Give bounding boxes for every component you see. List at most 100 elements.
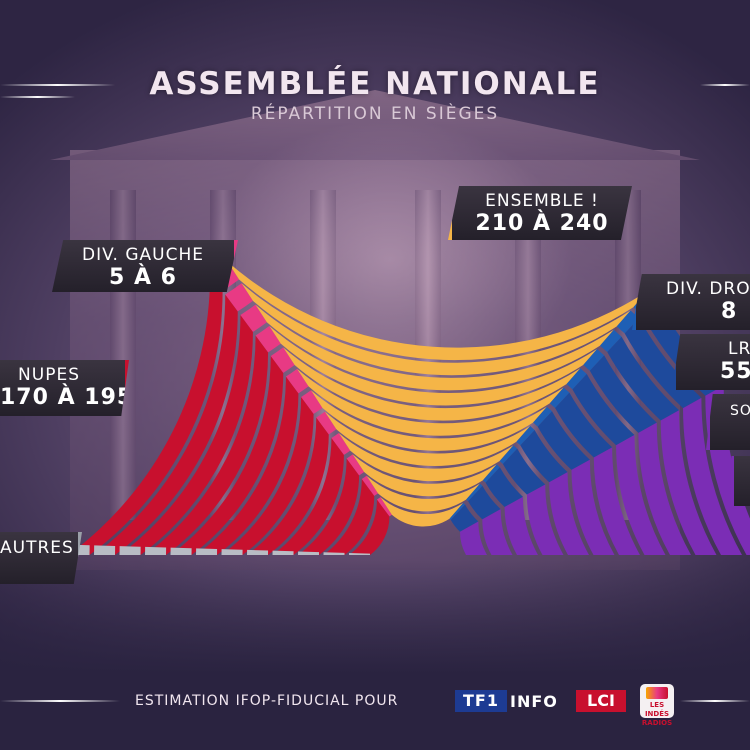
seats-div-gauche — [331, 432, 351, 455]
les-indes-radios-logo: LES INDÉS RADIOS — [640, 684, 674, 727]
seats-autres — [119, 546, 141, 555]
seats-nupes — [119, 315, 253, 555]
seats-ensemble — [310, 390, 547, 451]
label-div-droite: DIV. DROITE 8 — [632, 274, 750, 330]
seats-div-gauche — [361, 475, 378, 496]
seats-div-droite — [600, 329, 622, 353]
label-other-name: SO — [730, 403, 750, 419]
seats-ensemble — [324, 411, 531, 466]
seats-ensemble — [255, 304, 614, 391]
seats-div-gauche — [240, 304, 267, 332]
les-indes-radios-text: LES INDÉS RADIOS — [641, 701, 673, 727]
seats-ensemble — [352, 454, 497, 497]
seats-autres — [272, 550, 294, 555]
seats-div-droite — [449, 502, 466, 520]
seats-lr — [537, 411, 590, 470]
seats-lr — [502, 448, 546, 495]
seats-lr — [607, 336, 680, 421]
label-ensemble-value: 210 À 240 — [475, 211, 609, 236]
label-autres: AUTRES — [0, 532, 82, 584]
footer-source: ESTIMATION IFOP-FIDUCIAL POUR — [135, 693, 399, 709]
seats-ensemble — [297, 368, 564, 436]
seats-div-droite — [482, 464, 500, 483]
info-logo: INFO — [510, 692, 558, 711]
seats-rn — [571, 459, 615, 555]
label-div-gauche-value: 5 À 6 — [109, 265, 177, 290]
label-div-droite-name: DIV. DROITE — [666, 279, 750, 299]
seats-nupes — [298, 458, 360, 555]
radio-waveform-icon — [646, 687, 668, 699]
seats-lr — [485, 467, 523, 508]
seats-rn — [526, 484, 564, 555]
footer-decoration-right — [680, 700, 750, 702]
label-lr-value: 55 — [720, 359, 750, 384]
seats-rn — [660, 410, 717, 555]
label-div-gauche-name: DIV. GAUCHE — [82, 245, 204, 265]
label-nupes-value: 170 À 195 — [0, 385, 134, 410]
seats-div-droite — [616, 310, 639, 334]
seats-rn — [459, 521, 487, 555]
seats-autres — [145, 546, 167, 555]
seats-rn — [504, 496, 538, 555]
label-lr-name: LR — [728, 339, 750, 359]
seats-rn — [593, 447, 640, 555]
seats-autres — [221, 549, 243, 555]
label-div-gauche: DIV. GAUCHE 5 À 6 — [52, 240, 238, 292]
page-title: ASSEMBLÉE NATIONALE — [149, 66, 601, 102]
seats-autres — [349, 552, 371, 555]
seats-div-gauche — [301, 390, 323, 414]
seats-div-droite — [583, 348, 605, 371]
seats-lr — [572, 373, 635, 446]
seats-div-droite — [549, 387, 570, 408]
label-lr: LR 55 — [672, 334, 750, 390]
seats-div-gauche — [376, 497, 392, 517]
seats-nupes — [323, 479, 375, 555]
seats-div-droite — [533, 406, 553, 427]
seats-lr — [450, 504, 479, 532]
seats-rn — [549, 472, 589, 555]
label-ensemble: ENSEMBLE ! 210 À 240 — [448, 186, 632, 240]
title-decoration-right — [700, 84, 750, 86]
seats-div-droite — [516, 425, 535, 446]
seats-ensemble — [269, 326, 598, 406]
title-decoration-left — [0, 84, 115, 86]
seats-ensemble — [241, 283, 631, 376]
seats-nupes — [349, 499, 390, 555]
label-other: SO — [706, 394, 750, 450]
seats-nupes — [272, 438, 344, 555]
label-nupes-name: NUPES — [18, 365, 80, 385]
seats-autres — [298, 551, 320, 555]
seats-autres — [323, 552, 345, 555]
page-subtitle: RÉPARTITION EN SIÈGES — [250, 104, 500, 124]
seats-nupes — [68, 274, 223, 555]
seats-ensemble — [338, 432, 514, 482]
seats-autres — [94, 545, 116, 555]
footer-decoration-left — [0, 700, 120, 702]
seats-div-droite — [499, 445, 518, 464]
seats-lr — [555, 392, 613, 458]
title-decoration-left — [0, 96, 75, 98]
seats-autres — [247, 549, 269, 555]
seats-rn — [638, 422, 691, 555]
seats-nupes — [94, 294, 238, 555]
seats-nupes — [247, 417, 329, 555]
label-div-droite-value: 8 — [721, 299, 738, 324]
lci-logo: LCI — [576, 690, 626, 712]
seats-nupes — [170, 356, 284, 555]
label-ensemble-name: ENSEMBLE ! — [485, 191, 599, 211]
seats-nupes — [221, 397, 314, 555]
seats-ensemble — [380, 497, 464, 527]
seats-rn — [616, 435, 666, 555]
seats-ensemble — [366, 475, 480, 512]
seats-nupes — [196, 376, 299, 555]
label-rn-partial — [730, 456, 750, 506]
seats-div-gauche — [316, 411, 337, 435]
seats-div-gauche — [225, 283, 253, 312]
seats-ensemble — [283, 347, 581, 421]
seats-lr — [520, 429, 568, 483]
seats-div-gauche — [255, 326, 281, 353]
seats-div-droite — [566, 368, 587, 390]
label-nupes: NUPES 170 À 195 — [0, 360, 129, 416]
seats-div-droite — [466, 483, 483, 502]
